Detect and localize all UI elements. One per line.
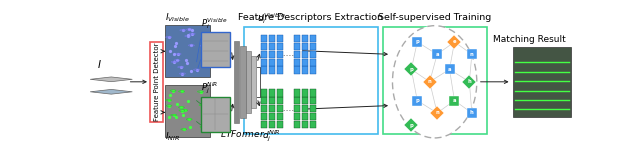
- Bar: [269, 89, 275, 97]
- Bar: [261, 51, 268, 58]
- Bar: [301, 51, 308, 58]
- Bar: [310, 97, 316, 104]
- Bar: [310, 35, 316, 42]
- Text: $d_j^{NIR}$: $d_j^{NIR}$: [262, 128, 280, 144]
- Bar: [269, 51, 275, 58]
- Bar: [294, 59, 300, 66]
- Bar: [269, 35, 275, 42]
- Bar: [301, 89, 308, 97]
- Bar: [301, 66, 308, 74]
- Text: ......: ......: [276, 104, 294, 113]
- Bar: [165, 85, 210, 137]
- Bar: [234, 41, 239, 123]
- Bar: [277, 66, 284, 74]
- Text: p: p: [415, 39, 419, 44]
- Bar: [310, 51, 316, 58]
- Bar: [269, 113, 275, 120]
- Text: Feature Point Detector: Feature Point Detector: [154, 43, 159, 121]
- Text: $P_i^{Visible}$: $P_i^{Visible}$: [200, 16, 227, 31]
- Bar: [261, 121, 268, 128]
- Bar: [277, 35, 284, 42]
- Text: n: n: [428, 79, 431, 84]
- Bar: [261, 97, 268, 104]
- Bar: [310, 43, 316, 50]
- Bar: [269, 105, 275, 112]
- Bar: [261, 89, 268, 97]
- Bar: [301, 97, 308, 104]
- Bar: [513, 47, 571, 117]
- Text: Feature Descriptors Extraction: Feature Descriptors Extraction: [238, 13, 383, 22]
- Bar: [294, 105, 300, 112]
- Text: e: e: [452, 39, 456, 44]
- Bar: [269, 43, 275, 50]
- Bar: [301, 59, 308, 66]
- Bar: [294, 113, 300, 120]
- Bar: [310, 113, 316, 120]
- Bar: [277, 121, 284, 128]
- Bar: [251, 56, 256, 108]
- Text: $I_{Visible}$: $I_{Visible}$: [165, 11, 191, 24]
- Bar: [200, 32, 230, 67]
- Ellipse shape: [392, 26, 477, 138]
- Bar: [261, 66, 268, 74]
- Bar: [261, 113, 268, 120]
- Bar: [246, 51, 251, 113]
- Bar: [240, 46, 246, 118]
- Text: n: n: [435, 110, 439, 116]
- Bar: [294, 121, 300, 128]
- Bar: [301, 121, 308, 128]
- Text: a: a: [435, 52, 439, 57]
- Text: h: h: [467, 79, 471, 84]
- Bar: [277, 113, 284, 120]
- Bar: [294, 66, 300, 74]
- Bar: [165, 25, 210, 77]
- Text: $LTFormer$: $LTFormer$: [220, 128, 266, 139]
- Bar: [294, 97, 300, 104]
- Bar: [294, 35, 300, 42]
- Bar: [200, 97, 230, 132]
- Bar: [261, 59, 268, 66]
- Text: h: h: [470, 110, 474, 116]
- Bar: [301, 105, 308, 112]
- Text: $I_{NIR}$: $I_{NIR}$: [165, 131, 180, 143]
- Text: a: a: [452, 98, 456, 103]
- Bar: [261, 35, 268, 42]
- Bar: [310, 59, 316, 66]
- Polygon shape: [90, 77, 132, 82]
- Bar: [277, 51, 284, 58]
- Bar: [277, 89, 284, 97]
- Bar: [294, 51, 300, 58]
- Text: n: n: [470, 52, 474, 57]
- Bar: [277, 97, 284, 104]
- Text: Matching Result: Matching Result: [493, 35, 566, 44]
- Bar: [301, 35, 308, 42]
- Bar: [310, 89, 316, 97]
- Text: $I$: $I$: [97, 58, 102, 70]
- Text: ......: ......: [276, 49, 294, 58]
- Text: a: a: [448, 67, 451, 72]
- Text: $P_j^{NIR}$: $P_j^{NIR}$: [200, 80, 218, 96]
- Bar: [294, 89, 300, 97]
- Bar: [269, 66, 275, 74]
- Text: p: p: [415, 98, 419, 103]
- Text: p: p: [410, 67, 413, 72]
- Bar: [277, 59, 284, 66]
- Bar: [301, 113, 308, 120]
- Text: Self-supervised Training: Self-supervised Training: [378, 13, 492, 22]
- Bar: [269, 97, 275, 104]
- Bar: [269, 121, 275, 128]
- Text: $d_i^{Visible}$: $d_i^{Visible}$: [257, 11, 285, 26]
- Bar: [277, 105, 284, 112]
- Bar: [261, 43, 268, 50]
- Bar: [277, 43, 284, 50]
- Bar: [310, 105, 316, 112]
- Bar: [261, 105, 268, 112]
- Polygon shape: [90, 89, 132, 94]
- Bar: [310, 121, 316, 128]
- Text: p: p: [410, 123, 413, 128]
- Bar: [269, 59, 275, 66]
- Bar: [310, 66, 316, 74]
- Bar: [301, 43, 308, 50]
- Bar: [294, 43, 300, 50]
